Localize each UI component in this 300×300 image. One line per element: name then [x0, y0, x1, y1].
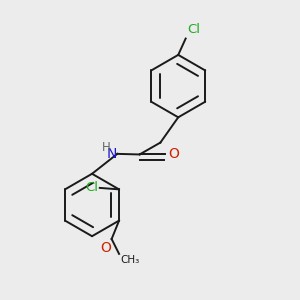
Text: Cl: Cl — [187, 23, 200, 36]
Text: Cl: Cl — [85, 181, 98, 194]
Text: N: N — [106, 147, 117, 160]
Text: H: H — [102, 141, 111, 154]
Text: CH₃: CH₃ — [121, 255, 140, 266]
Text: O: O — [100, 242, 111, 255]
Text: O: O — [168, 147, 179, 161]
